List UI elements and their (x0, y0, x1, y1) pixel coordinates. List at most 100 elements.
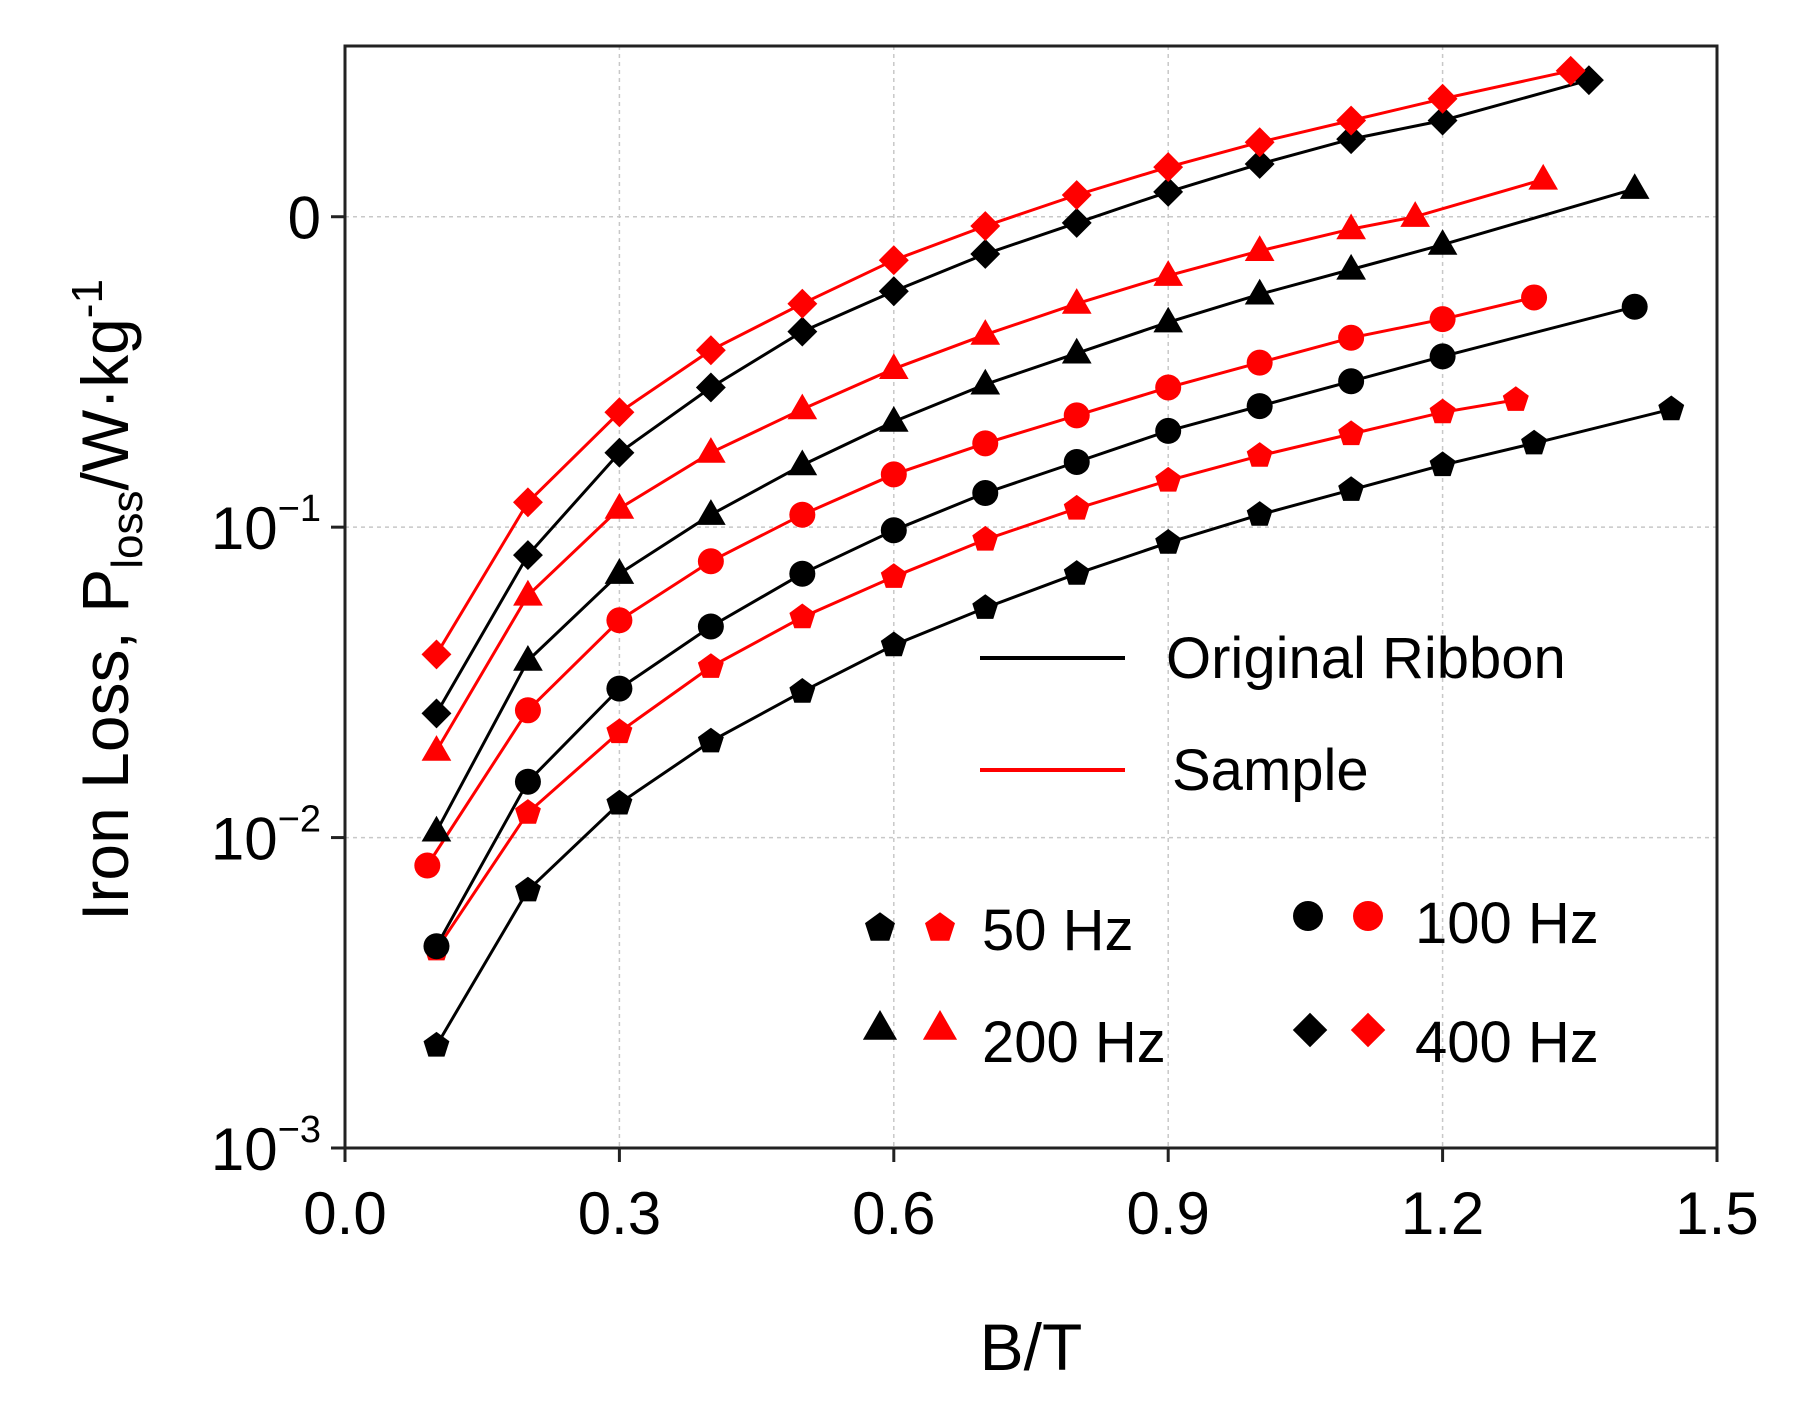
data-point (1521, 284, 1548, 311)
legend-label-50hz: 50 Hz (982, 898, 1134, 963)
data-point (1658, 395, 1685, 421)
legend-marker-circle (1293, 901, 1323, 931)
data-point (1427, 229, 1458, 255)
data-point (1246, 349, 1273, 376)
data-point (414, 852, 441, 879)
legend-label-400hz: 400 Hz (1415, 1010, 1599, 1075)
data-point (513, 487, 543, 518)
series-original-100-hz (423, 293, 1648, 960)
x-tick-label: 1.2 (1401, 1180, 1484, 1247)
data-point (1338, 368, 1365, 395)
data-point (789, 603, 816, 629)
legend-marker-pentagon (865, 912, 895, 941)
y-axis-label-sup: -1 (63, 279, 112, 318)
data-point (1621, 293, 1648, 320)
data-point (423, 933, 450, 960)
data-point (1429, 306, 1456, 333)
data-point (787, 288, 818, 319)
series-line (435, 69, 1572, 656)
series-sample-200-hz (421, 163, 1558, 761)
data-point (1521, 429, 1547, 455)
legend-marker-diamond (1292, 1012, 1328, 1048)
series-sample-50-hz (423, 386, 1529, 961)
data-point (972, 525, 999, 551)
series-sample-100-hz (414, 284, 1548, 879)
legend-label-sample: Sample (1172, 738, 1369, 803)
data-point (787, 316, 818, 347)
legend-label-200hz: 200 Hz (982, 1010, 1166, 1075)
data-point (1427, 83, 1458, 114)
data-point (878, 276, 909, 307)
data-point (1061, 180, 1092, 210)
y-tick-exponent: −3 (278, 1109, 321, 1151)
data-point (1244, 235, 1275, 261)
legend-label-100hz: 100 Hz (1415, 891, 1599, 956)
series-original-50-hz (423, 395, 1685, 1057)
data-point (1153, 306, 1183, 333)
y-tick-exponent: −2 (278, 799, 321, 841)
data-point (1246, 393, 1273, 420)
data-point (696, 499, 726, 525)
data-point (604, 437, 635, 468)
y-axis-ticks: 010−110−210−3 (211, 185, 345, 1183)
x-tick-label: 1.5 (1675, 1180, 1758, 1247)
data-point (880, 563, 907, 588)
x-tick-label: 0.9 (1126, 1180, 1209, 1247)
x-tick-label: 0.3 (578, 1180, 661, 1247)
data-point (514, 697, 541, 724)
data-point (1063, 402, 1090, 429)
y-axis-label-sub: loss (103, 491, 152, 569)
y-tick-base: 10 (211, 806, 278, 873)
data-point (695, 372, 726, 403)
data-point (604, 558, 635, 584)
data-point (423, 1031, 450, 1057)
data-point (1246, 442, 1273, 467)
data-point (789, 678, 816, 703)
y-tick-label: 10−1 (211, 488, 321, 562)
data-point (972, 430, 999, 457)
legend-marker-triangle (922, 1010, 958, 1040)
data-point (880, 631, 907, 657)
data-point (1153, 176, 1184, 207)
data-point (421, 698, 452, 729)
data-point (878, 245, 909, 276)
data-point (1336, 253, 1366, 280)
data-point (1155, 374, 1182, 401)
data-point (1336, 213, 1366, 240)
data-point (1400, 201, 1430, 227)
data-point (1063, 560, 1090, 585)
data-point (1336, 124, 1367, 155)
data-point (695, 335, 726, 366)
data-point (1427, 105, 1458, 136)
data-point (697, 727, 724, 753)
data-point (880, 517, 907, 544)
data-point (515, 876, 541, 902)
data-point (1244, 127, 1275, 158)
data-point (1338, 324, 1365, 351)
data-point (1153, 152, 1184, 182)
data-point (1336, 105, 1367, 136)
series-sample-400-hz (421, 55, 1586, 670)
y-tick-label: 0 (288, 185, 321, 252)
data-point (1619, 173, 1650, 199)
data-point (697, 653, 724, 678)
y-tick-base: 10 (211, 495, 278, 562)
data-point (1429, 343, 1456, 370)
data-point (515, 799, 541, 824)
data-point (421, 639, 452, 670)
plot-frame (343, 44, 1719, 1150)
data-point (1429, 451, 1456, 477)
data-point (1063, 448, 1090, 475)
y-tick-label: 10−2 (211, 799, 321, 873)
legend-marker-diamond (1350, 1012, 1386, 1048)
data-point (606, 718, 633, 744)
data-point (513, 579, 543, 606)
data-point (880, 461, 907, 488)
series-layer (414, 55, 1685, 1057)
data-point (606, 607, 633, 634)
x-tick-label: 0.6 (852, 1180, 935, 1247)
data-point (606, 675, 633, 702)
data-point (1155, 466, 1182, 492)
legend-label-original: Original Ribbon (1166, 626, 1566, 691)
